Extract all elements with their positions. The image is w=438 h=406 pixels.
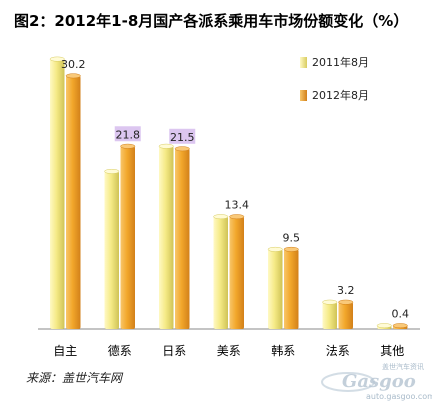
x-tick-label-其他: 其他 [380,344,404,358]
x-tick-label-自主: 自主 [53,344,77,358]
x-tick-label-日系: 日系 [162,344,186,358]
svg-text:auto.gasgoo.com: auto.gasgoo.com [366,392,432,401]
bar-cap-自主-2011年8月 [49,56,65,62]
legend: 2011年8月 2012年8月 [300,55,369,102]
bar-日系-2012年8月 [175,148,190,329]
data-label-德系: 21.8 [116,128,141,141]
svg-text:Gasgoo: Gasgoo [342,371,416,392]
bar-cap-日系-2011年8月 [158,143,174,149]
bar-cap-法系-2011年8月 [322,299,338,305]
bar-德系-2012年8月 [120,146,135,329]
bar-美系-2012年8月 [229,216,244,329]
gasgoo-watermark-logo: 盖世汽车资讯 Gasgoo auto.gasgoo.com [321,362,432,401]
legend-swatch-2011年8月 [300,57,307,68]
bar-韩系-2012年8月 [284,249,299,329]
legend-swatch-2012年8月 [300,90,307,101]
data-label-highlight-德系 [114,126,141,142]
bar-cap-自主-2012年8月 [65,73,81,79]
data-label-法系: 3.2 [337,284,355,297]
bars-group: 30.2 自主 21.8 德系 21.5 日系 13.4 美系 9.5 韩系 3.2 法系 0.4 其他 [49,56,410,358]
bar-cap-其他-2011年8月 [376,323,392,329]
svg-text:盖世汽车资讯: 盖世汽车资讯 [382,362,424,371]
data-label-美系: 13.4 [225,199,250,212]
data-label-其他: 0.4 [392,308,410,321]
x-tick-label-德系: 德系 [108,343,132,358]
bar-德系-2011年8月 [104,171,119,329]
bar-cap-德系-2012年8月 [120,143,136,149]
bar-自主-2011年8月 [50,59,65,330]
legend-label-2012年8月: 2012年8月 [312,88,369,102]
bar-cap-美系-2011年8月 [213,214,229,220]
data-label-自主: 30.2 [61,58,86,71]
x-tick-label-法系: 法系 [326,344,350,358]
bar-日系-2011年8月 [159,146,174,329]
chart-title: 图2：2012年1-8月国产各派系乘用车市场份额变化（%） [14,12,409,30]
bar-美系-2011年8月 [213,216,228,329]
source-note: 来源：盖世汽车网 [26,371,123,385]
bar-cap-德系-2011年8月 [104,168,120,174]
bar-cap-法系-2012年8月 [338,299,354,305]
data-label-highlight-日系 [169,128,196,144]
bar-法系-2011年8月 [322,302,337,329]
data-label-韩系: 9.5 [283,231,301,244]
bar-cap-日系-2012年8月 [174,146,190,152]
bar-韩系-2011年8月 [268,249,283,329]
x-tick-label-韩系: 韩系 [271,343,295,358]
bar-法系-2012年8月 [338,302,353,329]
data-label-日系: 21.5 [170,131,195,144]
bar-自主-2012年8月 [66,75,81,330]
x-tick-label-美系: 美系 [217,344,241,358]
bar-cap-美系-2012年8月 [229,214,245,220]
legend-label-2011年8月: 2011年8月 [312,55,369,69]
bar-cap-韩系-2012年8月 [283,246,299,252]
bar-cap-其他-2012年8月 [392,323,408,329]
bar-cap-韩系-2011年8月 [267,246,283,252]
